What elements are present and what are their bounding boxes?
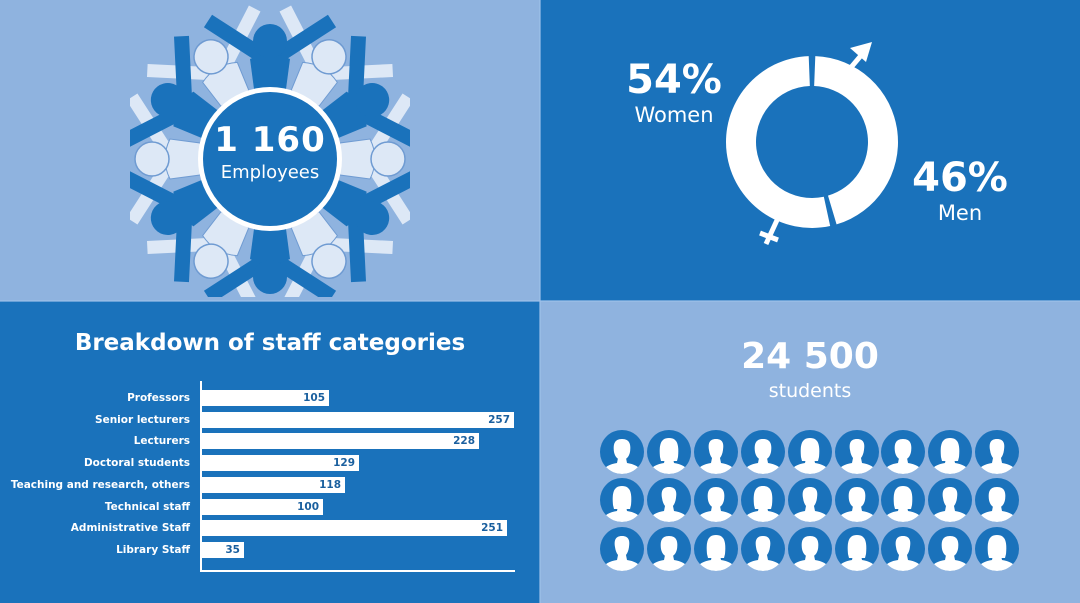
bar-row: Professors 105 — [0, 390, 540, 406]
student-avatar-icon — [928, 526, 973, 571]
student-avatar-icon — [693, 526, 738, 571]
person-figure-icon — [130, 93, 201, 225]
student-avatar-icon — [600, 526, 644, 571]
employees-label: Employees — [220, 162, 320, 183]
gender-panel — [540, 0, 1080, 301]
student-avatar-icon — [881, 478, 926, 523]
bar-category-label: Lecturers — [133, 435, 190, 448]
student-avatar-icon — [787, 478, 832, 523]
person-figure-icon — [279, 5, 394, 108]
person-figure-icon — [146, 210, 261, 297]
students-label: students — [768, 380, 852, 402]
bar-value-label: 251 — [481, 522, 503, 535]
y-axis — [200, 381, 202, 572]
student-avatar-icon — [740, 478, 785, 523]
bar-value-label: 228 — [453, 435, 475, 448]
bar-category-label: Technical staff — [104, 500, 190, 513]
female-symbol-icon — [759, 216, 781, 246]
bar-value-label: 118 — [319, 478, 341, 491]
x-axis — [200, 570, 515, 572]
student-avatar-icon — [693, 430, 738, 474]
bar-value-label: 100 — [297, 500, 319, 513]
bar-row: Senior lecturers 257 — [0, 411, 540, 428]
student-avatar-icon — [600, 430, 644, 474]
person-figure-icon — [322, 167, 410, 283]
bar-row: Lecturers 228 — [0, 433, 540, 450]
male-symbol-icon — [840, 42, 872, 80]
bar-category-label: Library Staff — [116, 543, 190, 556]
bar-row: Technical staff 100 — [0, 498, 540, 515]
men-stat: 46% Men — [905, 156, 1015, 226]
student-avatar-icon — [693, 478, 738, 523]
student-avatar-icon — [975, 526, 1020, 571]
bar-row: Library Staff 35 — [0, 541, 540, 558]
bar: 35 — [202, 541, 244, 558]
student-avatar-icon — [740, 430, 785, 474]
employees-stat: 1 160 Employees — [200, 83, 340, 223]
women-stat: 54% Women — [612, 58, 736, 128]
bar-value-label: 35 — [225, 543, 240, 556]
student-avatar-icon — [928, 478, 973, 523]
employees-count: 1 160 — [214, 120, 326, 160]
bar-value-label: 257 — [488, 413, 510, 426]
horizontal-divider — [0, 300, 1080, 302]
person-figure-icon — [203, 14, 337, 89]
student-avatar-icon — [975, 430, 1020, 474]
student-avatar-icon — [834, 478, 879, 523]
student-avatar-icon — [740, 526, 785, 571]
men-label: Men — [937, 201, 983, 225]
bar-row: Teaching and research, others 118 — [0, 476, 540, 493]
bar: 118 — [202, 476, 345, 493]
people-circle-icon — [130, 5, 410, 297]
women-percent: 54% — [626, 57, 722, 103]
bar: 105 — [202, 390, 329, 406]
student-avatar-icon — [787, 430, 832, 474]
bar: 129 — [202, 455, 359, 472]
person-figure-icon — [339, 93, 410, 225]
student-avatar-icon — [881, 430, 926, 474]
bar-row: Administrative Staff 251 — [0, 520, 540, 537]
students-count: 24 500 — [741, 336, 879, 377]
bar-category-label: Teaching and research, others — [10, 478, 190, 491]
bar-category-label: Senior lecturers — [95, 413, 190, 426]
bar-row: Doctoral students 129 — [0, 455, 540, 472]
bar: 228 — [202, 433, 479, 450]
student-avatar-icon — [881, 526, 926, 571]
women-label: Women — [634, 103, 714, 127]
staff-chart-title: Breakdown of staff categories — [74, 330, 466, 356]
staff-chart-panel — [0, 301, 540, 603]
bar-category-label: Professors — [127, 392, 190, 404]
bar-category-label: Doctoral students — [83, 457, 190, 470]
student-avatar-icon — [975, 478, 1020, 523]
bar: 251 — [202, 520, 507, 537]
staff-bar-chart: Professors 105 Senior lecturers 257 Lecturer… — [0, 380, 540, 580]
bar-category-label: Administrative Staff — [70, 522, 190, 535]
bar-value-label: 105 — [303, 392, 325, 404]
person-figure-icon — [322, 35, 410, 151]
bar-value-label: 129 — [333, 457, 355, 470]
student-avatar-icon — [646, 526, 691, 571]
student-avatar-icon — [600, 478, 644, 523]
person-figure-icon — [203, 229, 337, 297]
men-percent: 46% — [912, 155, 1008, 201]
student-avatar-icon — [787, 526, 832, 571]
donut-segment-women — [726, 56, 831, 229]
student-avatar-icon — [646, 430, 691, 474]
student-avatar-icon — [646, 478, 691, 523]
bar: 257 — [202, 411, 514, 428]
gender-donut-chart — [726, 42, 898, 246]
student-avatar-icon — [928, 430, 973, 474]
donut-segment-men — [814, 56, 898, 225]
student-avatar-icon — [834, 526, 879, 571]
bar: 100 — [202, 498, 323, 515]
student-avatar-icon — [834, 430, 879, 474]
